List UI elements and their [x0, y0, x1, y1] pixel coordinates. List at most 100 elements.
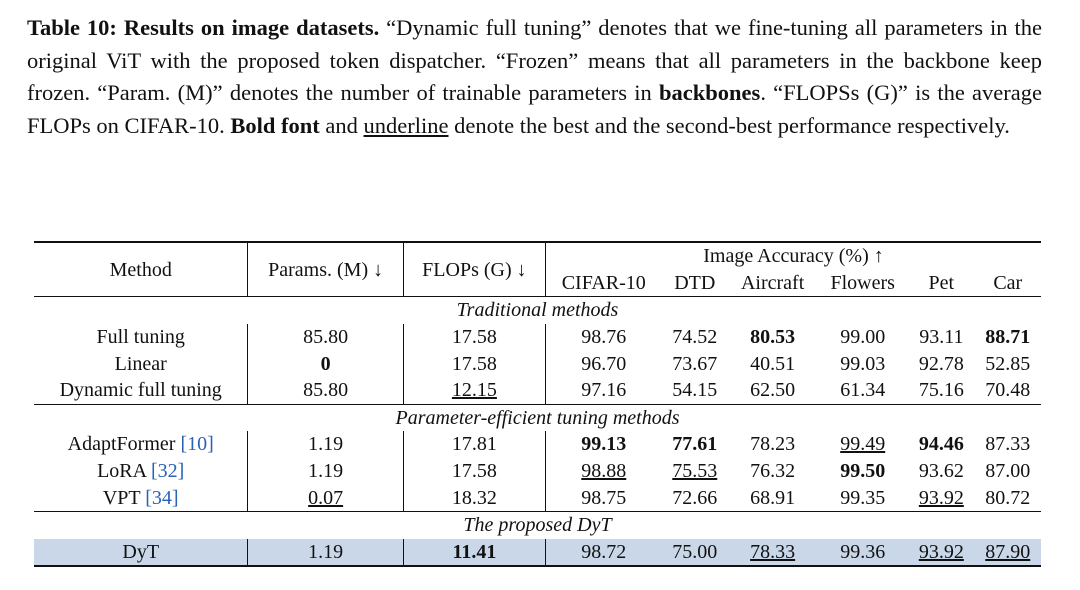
cell-value: 75.16 — [918, 379, 964, 402]
cell-value: 98.75 — [581, 486, 627, 509]
cell-value: 74.52 — [672, 326, 718, 349]
cell-value: 78.33 — [750, 540, 796, 563]
group-title: Parameter-efficient tuning methods — [34, 403, 1041, 432]
table-cell: 93.62 — [908, 458, 974, 485]
table-cell: 75.53 — [662, 458, 728, 485]
method-name: AdaptFormer — [67, 433, 176, 456]
cell-value: 12.15 — [451, 379, 497, 402]
table-row: VPT [34] 0.07 18.32 98.75 72.66 68.91 99.35 93.… — [34, 484, 1041, 512]
table-cell: 73.67 — [662, 350, 728, 377]
cell-value: 93.92 — [918, 540, 964, 563]
caption-title: Table 10: Results on image datasets. — [27, 15, 380, 40]
cell-value: 75.53 — [672, 460, 718, 483]
table-cell: 98.72 — [545, 538, 662, 568]
header-cell: FLOPs (G) ↓ — [403, 241, 547, 297]
table-cell: 99.03 — [817, 350, 908, 377]
cell-value: 52.85 — [985, 352, 1031, 375]
cell-value: 99.50 — [840, 460, 886, 483]
caption-text: and — [319, 112, 364, 138]
cell-value: 75.00 — [672, 540, 718, 563]
cell-value: 99.13 — [581, 433, 627, 456]
table-cell: 40.51 — [728, 350, 817, 377]
cell-value: 1.19 — [308, 460, 344, 483]
cell-value: 17.58 — [451, 326, 497, 349]
cell-value: 70.48 — [985, 379, 1031, 402]
table-cell: AdaptFormer [10] — [34, 431, 249, 458]
table-cell: Full tuning — [34, 323, 249, 351]
cell-value: 17.58 — [451, 352, 497, 375]
table-cell: 98.76 — [546, 324, 662, 351]
table-cell: 99.36 — [817, 538, 909, 568]
citation: [10] — [180, 433, 214, 456]
cell-value: 40.51 — [750, 352, 796, 375]
header-cell: Car — [993, 271, 1023, 294]
table-cell: 18.32 — [403, 484, 547, 512]
cell-value: 87.33 — [985, 433, 1031, 456]
cell-value: 17.81 — [451, 433, 497, 456]
caption-bold: backbones — [659, 80, 761, 105]
table-cell: 17.58 — [403, 323, 547, 351]
group-row: Traditional methods — [34, 296, 1041, 324]
table-cell: 76.32 — [728, 458, 817, 485]
table-cell: 97.16 — [546, 377, 662, 404]
cell-value: 1.19 — [308, 433, 344, 456]
cell-value: 77.61 — [672, 433, 718, 456]
cell-value: 11.41 — [452, 540, 497, 563]
cell-value: 93.92 — [918, 486, 964, 509]
caption-text: “Dynamic full tuning” denotes that we fi… — [27, 15, 1042, 105]
header-cell: CIFAR-10 — [561, 271, 646, 294]
table-cell: 74.52 — [662, 324, 728, 351]
table-cell: 94.46 — [908, 431, 974, 458]
group-title: The proposed DyT — [34, 510, 1041, 539]
caption-text: denote the best and the second-best perf… — [448, 112, 1010, 138]
table-cell: 70.48 — [975, 377, 1041, 404]
table-cell: 99.00 — [817, 324, 908, 351]
table-row: Full tuning 85.80 17.58 98.76 74.52 80.53 99.0… — [34, 323, 1041, 351]
table-cell: 85.80 — [247, 323, 404, 351]
caption: Table 10: Results on image datasets. “Dy… — [27, 12, 1042, 142]
table-cell: 52.85 — [975, 350, 1041, 377]
table-cell: 99.49 — [817, 431, 908, 458]
header-cell: Flowers — [830, 271, 895, 294]
table-row: LoRA [32] 1.19 17.58 98.88 75.53 76.32 99.50 93… — [34, 457, 1041, 485]
cell-value: 88.71 — [985, 326, 1031, 349]
table-cell: 93.92 — [908, 538, 975, 568]
header-row: Method Params. (M) ↓ FLOPs (G) ↓ Image Accu… — [34, 241, 1041, 297]
table-cell: 80.53 — [728, 324, 817, 351]
table-cell: 1.19 — [247, 457, 404, 485]
table-cell: 54.15 — [662, 377, 728, 404]
cell-value: 1.19 — [308, 540, 344, 563]
table-cell: 78.23 — [728, 431, 817, 458]
table-row: DyT 1.19 11.41 98.72 75.00 78.33 99.36 93.92 87.… — [34, 538, 1041, 568]
cell-value: 54.15 — [672, 379, 718, 402]
cell-value: 73.67 — [672, 352, 718, 375]
table-cell: LoRA [32] — [34, 457, 249, 485]
method-name: Linear — [114, 352, 167, 375]
cell-value: 96.70 — [581, 352, 627, 375]
header-cell: Params. (M) ↓ — [247, 241, 404, 297]
caption-bold: Bold font — [230, 112, 320, 138]
table-cell: VPT [34] — [34, 484, 249, 512]
table-cell: 0.07 — [247, 484, 404, 512]
cell-value: 62.50 — [750, 379, 796, 402]
table-cell: 75.16 — [908, 377, 974, 404]
table-cell: 87.00 — [975, 458, 1041, 485]
table-cell: 80.72 — [975, 484, 1041, 511]
table-cell: 17.58 — [403, 350, 547, 377]
cell-value: 98.72 — [581, 540, 627, 563]
cell-value: 18.32 — [451, 486, 497, 509]
table-row: Linear 0 17.58 96.70 73.67 40.51 99.03 92.78 52.… — [34, 350, 1041, 377]
group-row: Parameter-efficient tuning methods — [34, 403, 1041, 432]
table-cell: 98.88 — [546, 458, 662, 485]
table-cell: 99.35 — [817, 484, 908, 511]
table-cell: 88.71 — [975, 324, 1041, 351]
cell-value: 99.00 — [840, 326, 886, 349]
cell-value: 98.76 — [581, 326, 627, 349]
citation: [34] — [145, 486, 179, 509]
header-cell: DTD — [674, 271, 716, 294]
cell-value: 94.46 — [918, 433, 964, 456]
table-cell: 87.90 — [974, 538, 1041, 568]
cell-value: 99.49 — [840, 433, 886, 456]
cell-value: 0.07 — [308, 486, 344, 509]
